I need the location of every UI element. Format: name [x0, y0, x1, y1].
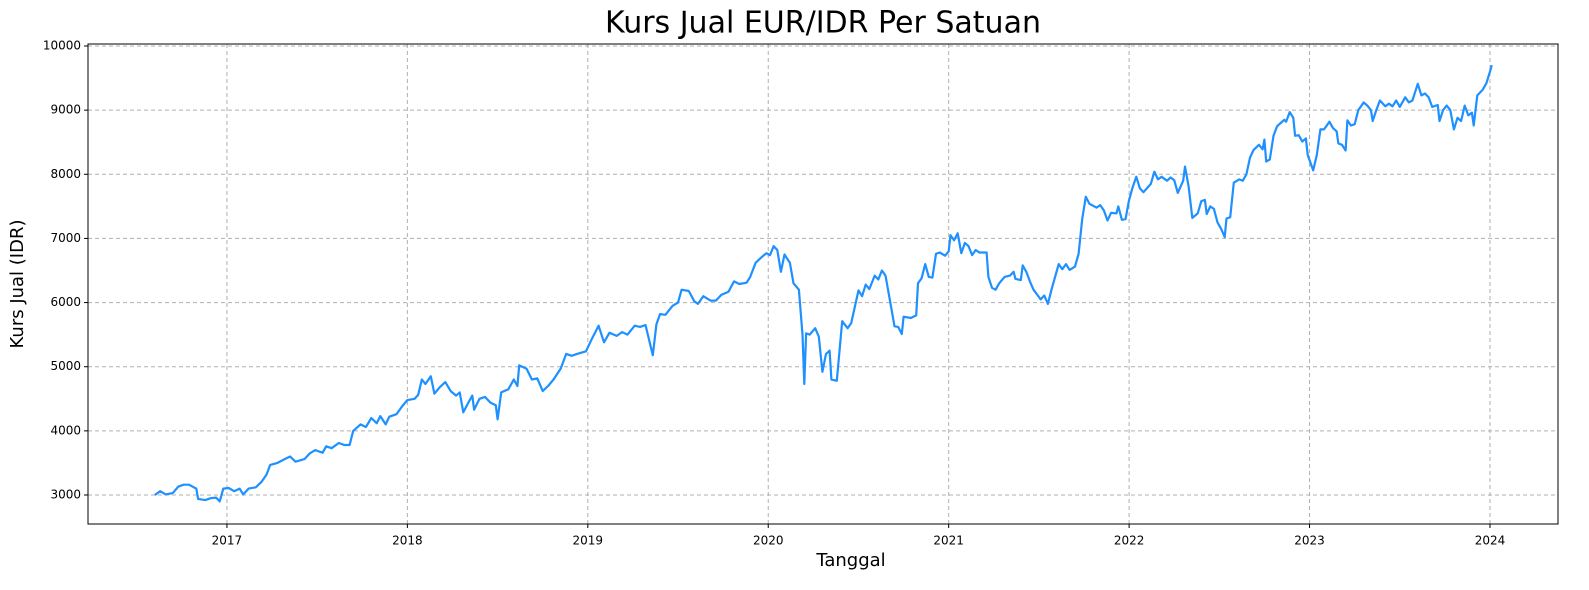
x-tick-label: 2023	[1294, 534, 1325, 548]
y-tick-label: 7000	[50, 231, 81, 245]
y-tick-label: 10000	[43, 38, 81, 52]
y-tick-label: 9000	[50, 103, 81, 117]
x-axis-label: Tanggal	[815, 550, 885, 571]
x-tick-label: 2017	[212, 534, 243, 548]
chart-title: Kurs Jual EUR/IDR Per Satuan	[605, 6, 1041, 41]
y-tick-label: 8000	[50, 167, 81, 181]
plot-frame	[87, 43, 1559, 525]
x-tick-label: 2018	[392, 534, 423, 548]
y-tick-label: 3000	[50, 488, 81, 502]
y-axis-label: Kurs Jual (IDR)	[7, 219, 28, 348]
x-tick-label: 2024	[1475, 534, 1506, 548]
y-tick-label: 6000	[50, 295, 81, 309]
x-tick-label: 2019	[573, 534, 604, 548]
x-tick-label: 2020	[753, 534, 784, 548]
line-series	[154, 64, 1493, 503]
y-tick-label: 5000	[50, 359, 81, 373]
y-tick-label: 4000	[50, 423, 81, 437]
x-tick-label: 2022	[1114, 534, 1145, 548]
x-tick-label: 2021	[933, 534, 964, 548]
